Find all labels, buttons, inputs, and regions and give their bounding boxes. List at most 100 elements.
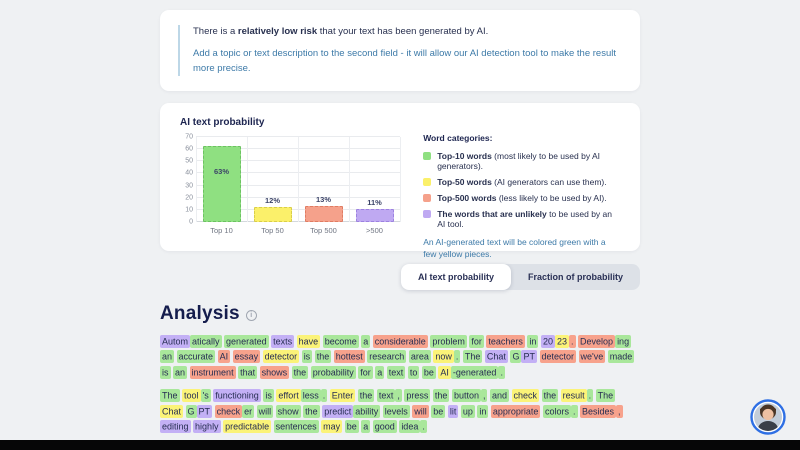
highlighted-token: in	[477, 404, 489, 418]
highlighted-token: predictable	[223, 420, 272, 433]
highlighted-token: detector	[539, 350, 577, 363]
analysis-text: Autom atically generated texts have becom…	[160, 334, 640, 435]
highlighted-token: we've	[578, 350, 606, 363]
highlighted-token: an	[160, 350, 175, 363]
y-tick-label: 60	[185, 145, 193, 153]
highlighted-token: will	[412, 404, 429, 418]
chart-y-axis: 0 10 20 30 40 50 60 70	[180, 133, 196, 226]
highlighted-token: sentences	[273, 420, 319, 433]
legend-item: Top-10 words (most likely to be used by …	[423, 151, 620, 171]
highlighted-token: appropriate	[490, 404, 541, 418]
risk-level-text: relatively low risk	[237, 26, 318, 37]
highlighted-token: idea	[399, 420, 421, 433]
info-icon[interactable]: i	[245, 310, 257, 321]
highlighted-token: text	[376, 389, 396, 402]
legend-heading: Word categories:	[423, 133, 493, 143]
highlighted-token: probability	[310, 365, 356, 379]
webcam-bubble[interactable]	[750, 399, 786, 435]
gridline	[196, 136, 400, 137]
bar-column: 11%	[349, 137, 400, 222]
highlighted-token: for	[358, 365, 373, 379]
bar-value-label: 12%	[264, 196, 280, 206]
highlighted-token: Develop	[578, 334, 616, 348]
highlighted-token: be	[421, 365, 436, 379]
highlighted-token: the	[303, 404, 320, 418]
highlighted-token: AI	[438, 365, 451, 379]
highlighted-token: ing	[615, 334, 632, 348]
highlighted-token: up	[460, 404, 475, 418]
highlighted-token: that	[238, 365, 258, 379]
highlighted-token: area	[408, 350, 431, 363]
highlighted-token: The	[160, 389, 180, 402]
highlighted-token: and	[490, 389, 510, 402]
highlighted-token: the	[432, 389, 450, 402]
chart-bar[interactable]	[253, 207, 292, 222]
x-tick-label: Top 10	[210, 226, 233, 235]
highlighted-token: research	[367, 350, 407, 363]
chart-bar[interactable]	[202, 145, 241, 222]
highlighted-token: .	[570, 404, 578, 418]
highlighted-token: made	[607, 350, 635, 363]
highlighted-token: instrument	[189, 365, 236, 379]
highlighted-token: effort	[276, 389, 301, 402]
highlighted-token: colors	[542, 404, 571, 418]
highlighted-token: editing	[160, 420, 191, 433]
chart-x-axis: Top 10 Top 50 Top 500 >500	[196, 226, 400, 235]
chart-title: AI text probability	[180, 117, 265, 128]
legend-swatch	[423, 193, 432, 202]
bar-value-label: 11%	[367, 197, 382, 207]
gridline	[247, 137, 248, 222]
tab-fraction-of-probability[interactable]: Fraction of probability	[527, 272, 623, 282]
highlighted-token: 's	[200, 389, 211, 402]
highlighted-token: may	[321, 420, 343, 433]
webcam-avatar	[750, 399, 786, 435]
chart-bar[interactable]	[355, 208, 394, 222]
highlighted-token: is	[263, 389, 274, 402]
gridline	[196, 137, 197, 222]
highlighted-token: The	[462, 350, 483, 363]
y-tick-label: 70	[185, 133, 193, 141]
highlighted-token: press	[404, 389, 431, 402]
tab-ai-text-probability[interactable]: AI text probability	[400, 264, 511, 290]
highlighted-token: 23	[554, 334, 569, 348]
highlighted-token: ability	[353, 404, 381, 418]
legend-item: Top-50 words (AI generators can use them…	[423, 177, 620, 187]
highlighted-token: Enter	[329, 389, 356, 402]
highlighted-token: .	[586, 389, 594, 402]
highlighted-token: Chat	[484, 350, 508, 363]
highlighted-token: become	[322, 334, 359, 348]
highlighted-token: The	[595, 389, 616, 402]
highlighted-token: Besides	[580, 404, 617, 418]
highlighted-token: ,	[395, 389, 402, 402]
highlighted-token: hottest	[333, 350, 365, 363]
highlighted-token: is	[301, 350, 313, 363]
highlighted-token: G	[185, 404, 197, 418]
legend-swatch	[423, 209, 432, 218]
highlighted-token: show	[275, 404, 301, 418]
probability-chart-card: AI text probability 0 10 20 30 40 50 60 70 63% 1…	[160, 103, 640, 259]
x-tick-label: Top 500	[310, 226, 337, 235]
legend-label: Top-10 words (most likely to be used by …	[437, 151, 601, 171]
bar-value-label: 63%	[213, 166, 229, 176]
highlighted-token: result	[560, 389, 587, 402]
y-tick-label: 10	[185, 206, 193, 214]
highlighted-token: a	[375, 365, 385, 379]
legend-note: An AI-generated text will be colored gre…	[423, 237, 606, 259]
y-tick-label: 40	[185, 169, 193, 177]
chart-legend: Word categories: Top-10 words (most like…	[423, 117, 620, 259]
analysis-paragraph: The tool's functioning is effort less. En…	[160, 389, 640, 436]
highlighted-token: Autom	[160, 334, 191, 348]
y-tick-label: 20	[185, 194, 193, 202]
highlighted-token: a	[361, 420, 371, 433]
legend-swatch	[423, 177, 432, 186]
highlighted-token: text	[386, 365, 406, 379]
legend-label: Top-50 words (AI generators can use them…	[437, 177, 607, 187]
highlighted-token: the	[541, 389, 559, 402]
highlighted-token: Chat	[160, 404, 184, 418]
highlighted-token: ,	[480, 389, 488, 402]
chart-bar[interactable]	[304, 206, 343, 222]
highlighted-token: the	[291, 365, 309, 379]
y-tick-label: 0	[189, 218, 193, 226]
highlighted-token: texts	[271, 334, 295, 348]
highlighted-token: the	[314, 350, 332, 363]
